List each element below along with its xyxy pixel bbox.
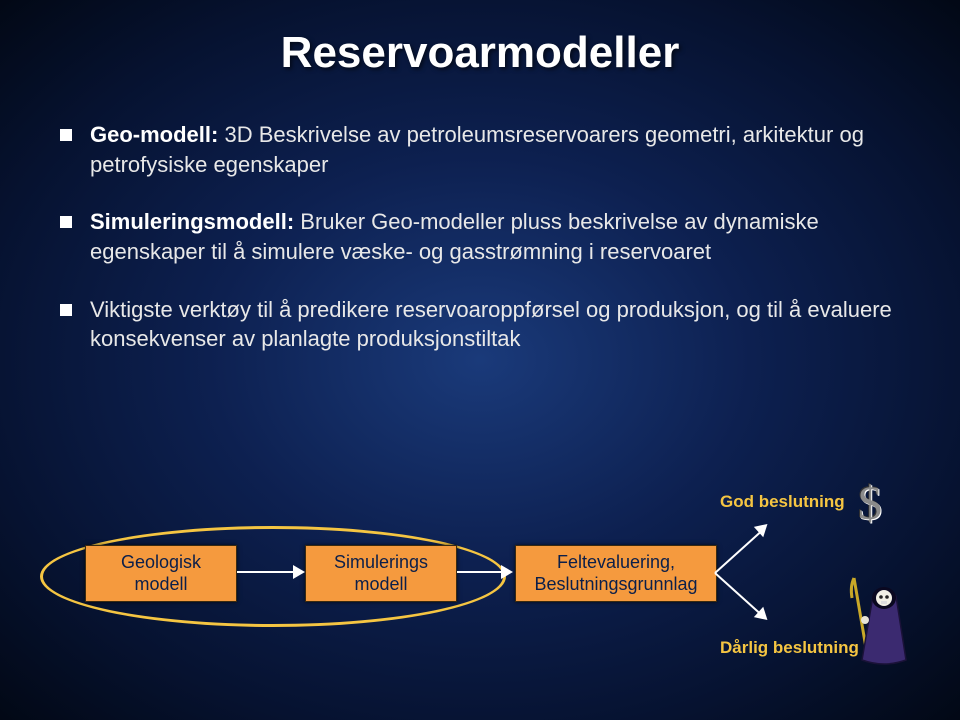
label-darlig-beslutning: Dårlig beslutning [720,638,859,658]
grim-reaper-icon [848,568,918,668]
arrow-head-icon [501,565,513,579]
bullet-lead: Simuleringsmodell: [90,209,294,234]
box-simulerings-modell: Simuleringsmodell [305,545,457,602]
process-diagram: Geologiskmodell Simuleringsmodell Feltev… [0,470,960,720]
bullet-text: Simuleringsmodell: Bruker Geo-modeller p… [90,207,900,266]
dollar-icon: $ [858,476,882,531]
bullet-text: Viktigste verktøy til å predikere reserv… [90,295,900,354]
arrow-icon [457,571,503,573]
bullet-text: Geo-modell: 3D Beskrivelse av petroleums… [90,120,900,179]
bullet-rest: Viktigste verktøy til å predikere reserv… [90,297,892,352]
arrow-icon [714,531,761,574]
slide-title: Reservoarmodeller [0,28,960,78]
arrow-icon [714,572,761,615]
arrow-head-icon [293,565,305,579]
arrow-icon [237,571,295,573]
bullet-marker-icon [60,216,72,228]
bullet-marker-icon [60,129,72,141]
bullet-lead: Geo-modell: [90,122,218,147]
bullet-item: Viktigste verktøy til å predikere reserv… [60,295,900,354]
bullet-marker-icon [60,304,72,316]
bullet-item: Geo-modell: 3D Beskrivelse av petroleums… [60,120,900,179]
box-feltevaluering: Feltevaluering,Beslutningsgrunnlag [515,545,717,602]
bullet-item: Simuleringsmodell: Bruker Geo-modeller p… [60,207,900,266]
slide: Reservoarmodeller Geo-modell: 3D Beskriv… [0,0,960,720]
label-god-beslutning: God beslutning [720,492,845,512]
bullet-list: Geo-modell: 3D Beskrivelse av petroleums… [60,120,900,382]
box-geologisk-modell: Geologiskmodell [85,545,237,602]
